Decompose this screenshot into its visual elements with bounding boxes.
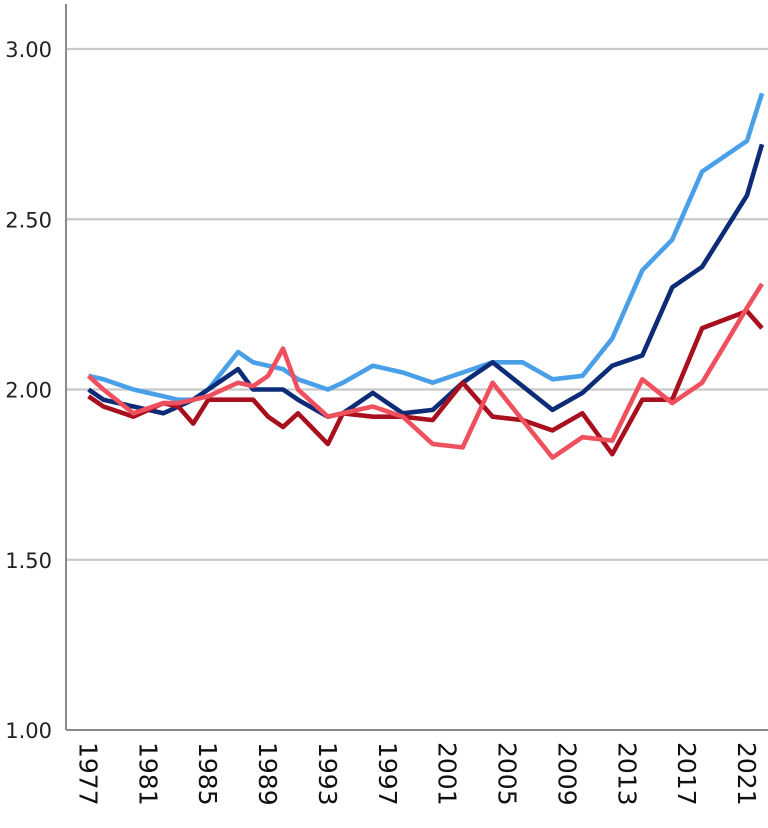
x-tick-label: 1993	[313, 742, 342, 806]
series-line-3	[87, 308, 764, 457]
x-tick-label: 2013	[612, 742, 641, 806]
series-layer	[86, 92, 765, 460]
y-tick-label: 3.00	[5, 38, 52, 62]
x-tick-label: 1981	[133, 742, 162, 806]
grid-layer	[66, 47, 768, 561]
x-tick-label: 2009	[552, 742, 581, 806]
x-tick-label: 2017	[672, 742, 701, 806]
x-tick-label: 1977	[73, 742, 102, 806]
y-tick-label: 1.50	[5, 549, 52, 573]
x-tick-label: 1985	[193, 742, 222, 806]
x-tick-label: 2001	[433, 742, 462, 806]
x-tick-label: 2021	[732, 742, 761, 806]
y-tick-label: 2.00	[5, 379, 52, 403]
series-line-2	[87, 143, 765, 420]
x-tick-label: 2005	[493, 742, 522, 806]
x-tick-label: 1997	[373, 742, 402, 806]
y-tick-label: 1.00	[5, 719, 52, 743]
y-tick-label: 2.50	[5, 208, 52, 232]
axis-layer	[65, 4, 768, 731]
series-line-4	[86, 282, 764, 460]
series-line-1	[87, 92, 765, 403]
label-layer: 1.00 1.50 2.00 2.50 3.00 1977 1981 1985 1989 1993…	[5, 38, 761, 806]
x-tick-label: 1989	[253, 742, 282, 806]
